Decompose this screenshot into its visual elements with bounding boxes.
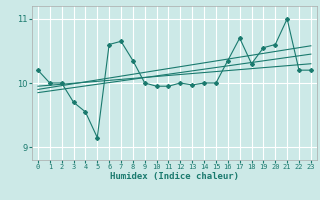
X-axis label: Humidex (Indice chaleur): Humidex (Indice chaleur) bbox=[110, 172, 239, 181]
